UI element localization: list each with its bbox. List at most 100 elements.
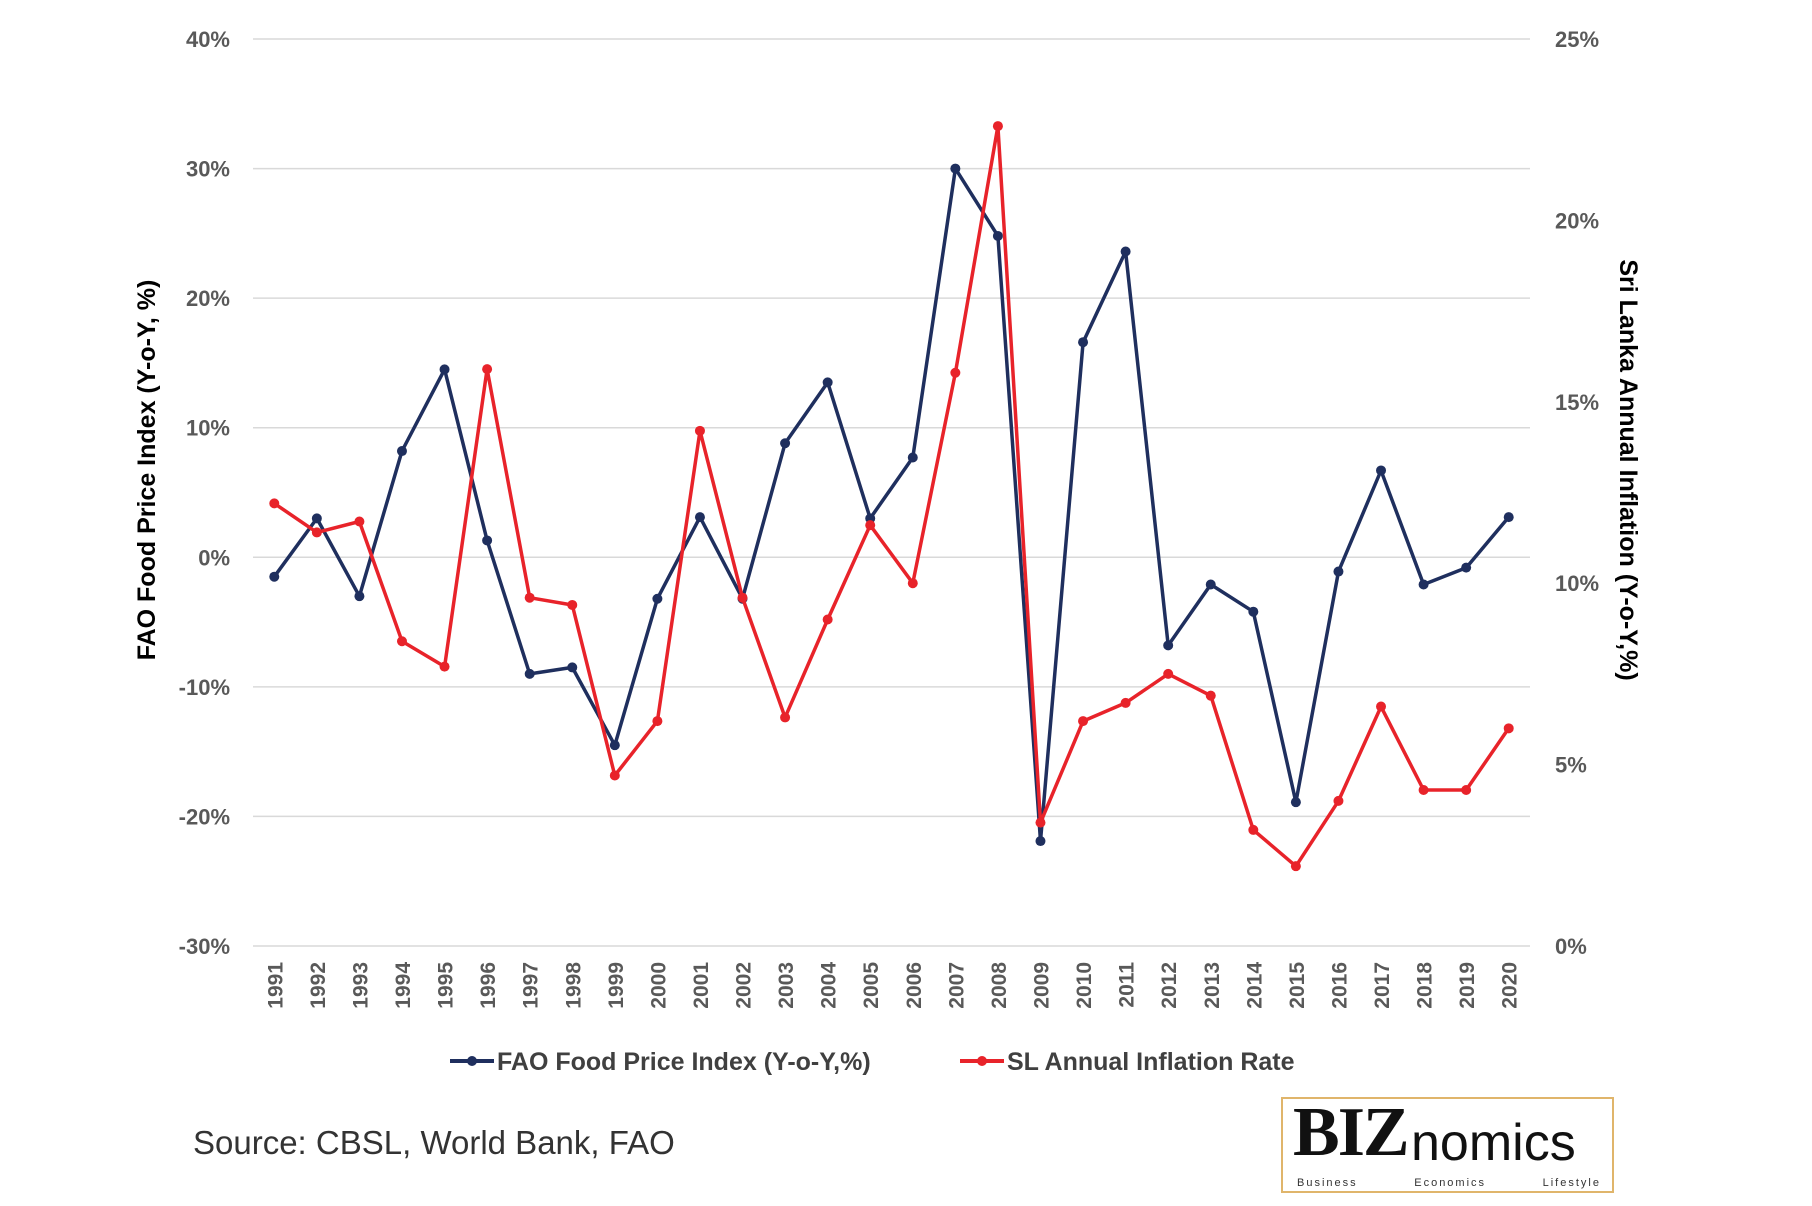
series-layer (269, 121, 1514, 872)
source-note: Source: CBSL, World Bank, FAO (193, 1124, 675, 1161)
x-tick-label: 2013 (1201, 962, 1224, 1009)
data-point (1120, 697, 1131, 708)
data-point (1078, 716, 1089, 727)
data-point (269, 571, 280, 582)
left-tick-label: -30% (179, 934, 230, 959)
right-tick-label: 10% (1555, 571, 1599, 596)
data-point (439, 661, 450, 672)
legend: FAO Food Price Index (Y-o-Y,%) SL Annual … (450, 1048, 1295, 1076)
legend-label: SL Annual Inflation Rate (1007, 1048, 1295, 1076)
data-point (1418, 784, 1429, 795)
x-tick-label: 2000 (647, 962, 670, 1009)
legend-marker (467, 1056, 477, 1066)
data-point (1376, 465, 1387, 476)
x-tick-label: 2005 (860, 962, 883, 1009)
data-point (1078, 337, 1089, 348)
data-point (1163, 668, 1174, 679)
data-point (396, 446, 407, 457)
data-point (1333, 566, 1344, 577)
logo-text-rest: nomics (1411, 1114, 1576, 1172)
data-point (1503, 723, 1514, 734)
left-axis-ticks: -30% -20% -10% 0% 10% 20% 30% 40% (179, 27, 230, 959)
x-tick-label: 2019 (1456, 962, 1479, 1009)
data-point (1290, 797, 1301, 808)
data-point (1418, 579, 1429, 590)
gridlines (253, 38, 1530, 947)
x-tick-label: 1995 (435, 962, 458, 1009)
data-point (482, 364, 493, 375)
x-tick-label: 1992 (307, 962, 330, 1009)
x-tick-label: 1997 (520, 962, 543, 1009)
biznomics-logo: BIZ nomics Business Economics Lifestyle (1281, 1094, 1614, 1193)
x-tick-label: 1996 (477, 962, 500, 1009)
data-point (354, 591, 365, 602)
left-tick-label: -20% (179, 804, 230, 829)
data-point (950, 367, 961, 378)
data-point (992, 230, 1003, 241)
legend-label: FAO Food Price Index (Y-o-Y,%) (497, 1048, 871, 1076)
data-point (482, 535, 493, 546)
data-point (1503, 512, 1514, 523)
x-tick-label: 2015 (1286, 962, 1309, 1009)
x-tick-label: 2011 (1116, 962, 1139, 1008)
x-tick-label: 2006 (903, 962, 926, 1009)
x-tick-label: 2020 (1499, 962, 1522, 1009)
data-point (992, 121, 1003, 132)
data-point (1461, 562, 1472, 573)
data-point (780, 712, 791, 723)
x-tick-label: 1994 (392, 962, 415, 1009)
x-tick-label: 2003 (775, 962, 798, 1009)
data-point (1205, 690, 1216, 701)
data-point (1163, 640, 1174, 651)
right-tick-label: 15% (1555, 390, 1599, 415)
x-axis-ticks: 1991 1992 1993 1994 1995 1996 1997 1998 1999 2000… (264, 962, 1521, 1009)
right-axis-title: Sri Lanka Annual Inflation (Y-o-Y,%) (1614, 259, 1642, 680)
data-point (1376, 701, 1387, 712)
logo-tagline-lifestyle: Lifestyle (1542, 1177, 1601, 1189)
data-point (907, 578, 918, 589)
x-tick-label: 2001 (690, 962, 713, 1009)
x-tick-label: 2007 (945, 962, 968, 1009)
left-tick-label: -10% (179, 675, 230, 700)
data-point (780, 438, 791, 449)
legend-marker (977, 1056, 987, 1066)
logo-tagline-business: Business (1297, 1177, 1358, 1189)
data-point (652, 593, 663, 604)
data-point (1248, 824, 1259, 835)
right-axis-ticks: 0% 5% 10% 15% 20% 25% (1555, 27, 1599, 959)
left-axis-title: FAO Food Price Index (Y-o-Y, %) (133, 280, 161, 661)
data-point (694, 425, 705, 436)
data-point (439, 364, 450, 375)
data-point (737, 592, 748, 603)
data-point (822, 377, 833, 388)
series-sl-inflation-rate (269, 121, 1514, 872)
data-point (311, 513, 322, 524)
x-tick-label: 2018 (1414, 962, 1437, 1009)
data-point (567, 599, 578, 610)
data-point (822, 614, 833, 625)
data-point (1120, 246, 1131, 257)
data-point (1205, 579, 1216, 590)
right-tick-label: 5% (1555, 753, 1587, 778)
data-point (1333, 795, 1344, 806)
series-line (272, 124, 1511, 868)
right-tick-label: 20% (1555, 208, 1599, 233)
data-point (950, 163, 961, 174)
left-tick-label: 10% (186, 416, 230, 441)
right-tick-label: 25% (1555, 27, 1599, 52)
left-tick-label: 40% (186, 27, 230, 52)
data-point (865, 520, 876, 531)
data-point (311, 527, 322, 538)
data-point (524, 592, 535, 603)
x-tick-label: 1993 (349, 962, 372, 1009)
legend-item-inflation: SL Annual Inflation Rate (960, 1048, 1295, 1076)
x-tick-label: 1999 (605, 962, 628, 1009)
x-tick-label: 2009 (1030, 962, 1053, 1009)
logo-tagline: Business Economics Lifestyle (1297, 1177, 1601, 1189)
series-fao-food-price-index (269, 163, 1514, 847)
logo-text-bold: BIZ (1293, 1094, 1410, 1171)
data-point (1035, 836, 1046, 847)
data-point (354, 516, 365, 527)
data-point (1461, 784, 1472, 795)
